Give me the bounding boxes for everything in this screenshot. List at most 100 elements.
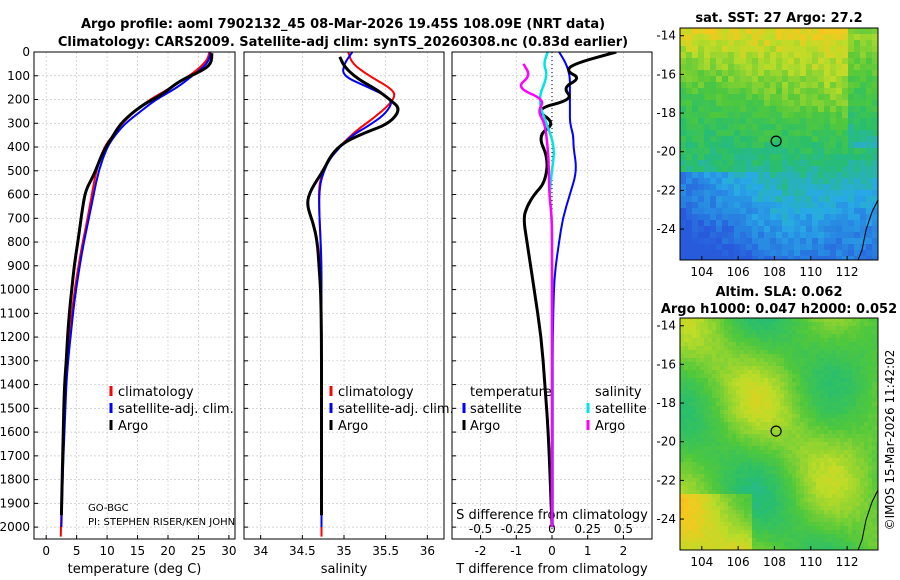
map-cell xyxy=(756,458,761,463)
map-cell xyxy=(830,148,837,155)
map-cell xyxy=(876,546,878,550)
map-cell xyxy=(710,64,717,71)
map-cell xyxy=(860,52,867,59)
map-cell xyxy=(852,430,857,435)
map-cell xyxy=(792,334,797,339)
map-cell xyxy=(692,526,697,531)
map-cell xyxy=(804,486,809,491)
map-cell xyxy=(820,462,825,467)
map-cell xyxy=(854,220,861,227)
map-cell xyxy=(844,374,849,379)
map-cell xyxy=(746,118,753,125)
map-cell xyxy=(748,506,753,511)
map-cell xyxy=(734,124,741,131)
map-cell xyxy=(748,518,753,523)
map-cell xyxy=(680,450,685,455)
map-cell xyxy=(860,322,865,327)
map-cell xyxy=(824,94,831,101)
map-cell xyxy=(788,494,793,499)
map-cell xyxy=(864,534,869,539)
map-cell xyxy=(772,542,777,547)
map-cell xyxy=(788,330,793,335)
map-cell xyxy=(824,40,831,47)
map-cell xyxy=(780,434,785,439)
map-cell xyxy=(818,28,825,35)
map-cell xyxy=(840,514,845,519)
map-cell xyxy=(848,346,853,351)
map-cell xyxy=(700,442,705,447)
map-cell xyxy=(688,390,693,395)
map-cell xyxy=(832,462,837,467)
map-cell xyxy=(788,338,793,343)
map-cell xyxy=(780,474,785,479)
map-cell xyxy=(748,438,753,443)
map-cell xyxy=(736,390,741,395)
map-cell xyxy=(868,374,873,379)
map-cell xyxy=(836,166,843,173)
map-cell xyxy=(692,406,697,411)
map-cell xyxy=(812,490,817,495)
map-cell xyxy=(770,238,777,245)
map-cell xyxy=(734,244,741,251)
map-cell xyxy=(816,334,821,339)
map-cell xyxy=(700,538,705,543)
map-cell xyxy=(788,486,793,491)
map-cell xyxy=(836,154,843,161)
legend-temperature-heading: temperature xyxy=(470,385,552,400)
map-cell xyxy=(800,190,807,197)
map-cell xyxy=(816,526,821,531)
map-cell xyxy=(804,542,809,547)
map-cell xyxy=(746,94,753,101)
map-cell xyxy=(848,184,855,191)
map-cell xyxy=(684,326,689,331)
map-cell xyxy=(720,518,725,523)
map-cell xyxy=(708,430,713,435)
map-cell xyxy=(812,442,817,447)
map-cell xyxy=(816,462,821,467)
map-cell xyxy=(776,366,781,371)
map-cell xyxy=(748,542,753,547)
map-cell xyxy=(852,498,857,503)
map-cell xyxy=(776,358,781,363)
map-cell xyxy=(842,202,849,209)
map-cell xyxy=(872,382,877,387)
map-cell xyxy=(764,486,769,491)
map-cell xyxy=(740,100,747,107)
map-cell xyxy=(680,370,685,375)
map-cell xyxy=(712,338,717,343)
map-cell xyxy=(784,506,789,511)
map-cell xyxy=(724,434,729,439)
y-tick-label: 1900 xyxy=(0,496,30,510)
map-cell xyxy=(812,106,819,113)
map-cell xyxy=(842,196,849,203)
map-cell xyxy=(818,88,825,95)
map-cell xyxy=(796,514,801,519)
map-cell xyxy=(724,546,729,550)
map-cell xyxy=(788,154,795,161)
map-cell xyxy=(704,46,711,53)
map-cell xyxy=(824,530,829,535)
map-cell xyxy=(744,538,749,543)
map-cell xyxy=(876,458,878,463)
map-cell xyxy=(746,190,753,197)
map-cell xyxy=(816,438,821,443)
map-cell xyxy=(872,434,877,439)
map-cell xyxy=(848,506,853,511)
map-cell xyxy=(830,124,837,131)
map-cell xyxy=(776,178,783,185)
map-cell xyxy=(848,232,855,239)
map-cell xyxy=(788,326,793,331)
map-cell xyxy=(804,390,809,395)
map-cell xyxy=(740,82,747,89)
map-cell xyxy=(876,350,878,355)
map-cell xyxy=(804,546,809,550)
map-cell xyxy=(752,414,757,419)
map-cell xyxy=(770,88,777,95)
map-cell xyxy=(692,118,699,125)
map-cell xyxy=(872,184,878,191)
map-cell xyxy=(808,366,813,371)
map-cell xyxy=(788,28,795,35)
map-cell xyxy=(836,542,841,547)
map-cell xyxy=(840,494,845,499)
map-cell xyxy=(830,244,837,251)
